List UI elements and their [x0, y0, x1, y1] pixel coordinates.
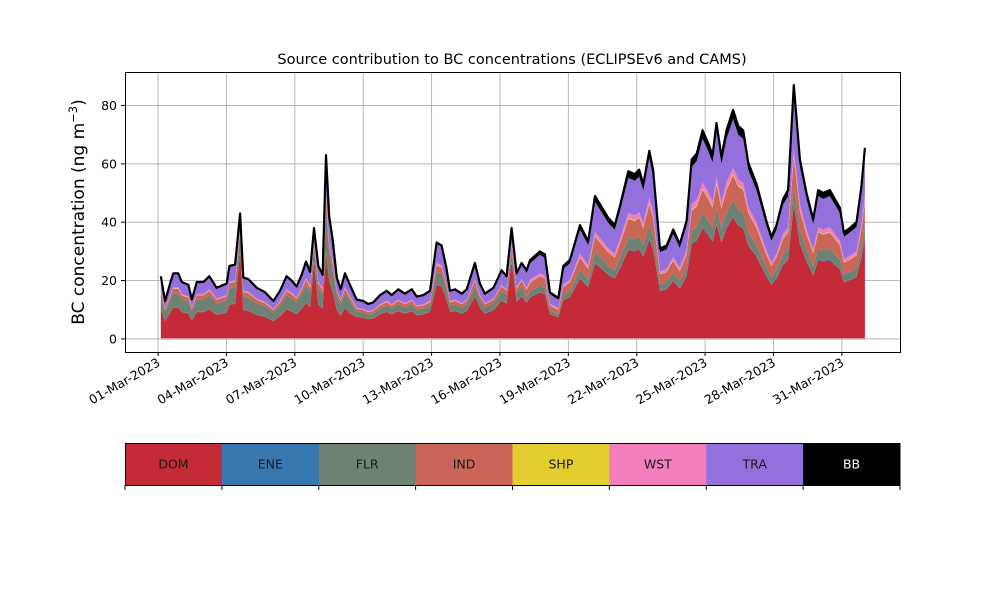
legend-swatch-shp: [512, 443, 610, 485]
x-tick-label: 07-Mar-2023: [223, 355, 299, 408]
stacked-areas: [160, 85, 865, 340]
x-tick-label: 10-Mar-2023: [291, 355, 367, 408]
y-axis-label-text: BC concentration (ng m: [69, 123, 89, 325]
y-tick-label: 60: [101, 156, 117, 171]
legend-label-shp: SHP: [549, 457, 574, 472]
area-tra: [160, 95, 865, 312]
chart-title: Source contribution to BC concentrations…: [277, 52, 746, 68]
x-tick-label: 25-Mar-2023: [633, 355, 709, 408]
legend-label-wst: WST: [644, 457, 672, 472]
x-tick-label: 13-Mar-2023: [360, 355, 436, 408]
area-ind: [160, 157, 865, 315]
y-axis-label-exponent: −3: [66, 106, 80, 123]
y-tick-label: 0: [109, 331, 117, 346]
legend-label-ene: ENE: [258, 457, 283, 472]
y-axis-label: BC concentration (ng m−3): [66, 99, 89, 325]
legend-label-ind: IND: [453, 457, 476, 472]
x-tick-label: 19-Mar-2023: [496, 355, 572, 408]
legend-label-dom: DOM: [158, 457, 188, 472]
area-flr: [160, 185, 865, 321]
x-tick-label: 28-Mar-2023: [702, 355, 778, 408]
legend-swatch-tra: [706, 443, 804, 485]
legend-colorbar: DOM ENE FLR IND SHP WST TRA BB: [124, 443, 901, 490]
area-dom: [160, 204, 865, 339]
x-tick-label: 31-Mar-2023: [770, 355, 846, 408]
x-tick-label: 16-Mar-2023: [428, 355, 504, 408]
legend-label-flr: FLR: [356, 457, 379, 472]
x-axis: 01-Mar-202304-Mar-202307-Mar-202310-Mar-…: [86, 352, 846, 407]
y-axis: 0 20 40 60 80: [101, 98, 125, 346]
legend-label-bb: BB: [843, 457, 860, 472]
x-tick-label: 22-Mar-2023: [565, 355, 641, 408]
y-axis-label-close: ): [69, 99, 89, 106]
axes-frame: [125, 72, 901, 353]
x-tick-label: 04-Mar-2023: [155, 355, 231, 408]
legend-swatch-wst: [609, 443, 707, 485]
y-tick-label: 40: [101, 215, 117, 230]
legend-label-tra: TRA: [742, 457, 768, 472]
x-tick-label: 01-Mar-2023: [86, 355, 162, 408]
legend-swatch-ene: [221, 443, 320, 485]
y-tick-label: 80: [101, 98, 117, 113]
legend-swatch-ind: [415, 443, 513, 485]
legend-swatch-flr: [318, 443, 417, 485]
y-tick-label: 20: [101, 273, 117, 288]
total-line: [159, 84, 866, 305]
legend-swatch-bb: [803, 443, 901, 485]
legend-swatch-dom: [125, 443, 223, 485]
